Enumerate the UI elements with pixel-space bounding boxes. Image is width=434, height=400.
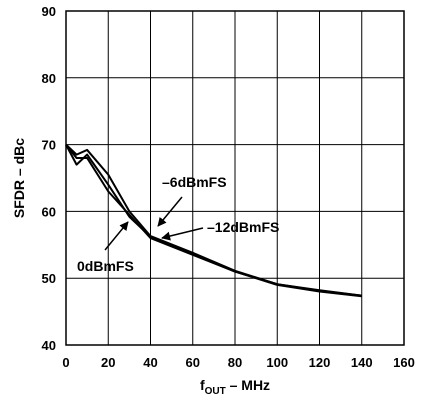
y-tick-label: 70 bbox=[42, 138, 56, 153]
x-axis-label-rest: – MHz bbox=[226, 377, 270, 393]
plot-frame bbox=[65, 10, 405, 346]
series-lines bbox=[65, 143, 362, 298]
x-tick-label: 0 bbox=[62, 355, 69, 370]
y-tick-label: 80 bbox=[42, 71, 56, 86]
annotation-label: –12dBmFS bbox=[207, 219, 279, 235]
y-tick-label: 50 bbox=[42, 271, 56, 286]
annotation-arrow bbox=[157, 196, 183, 227]
annotation-arrow bbox=[104, 221, 129, 251]
x-tick-label: 120 bbox=[309, 355, 331, 370]
grid-lines bbox=[65, 10, 405, 346]
annotation-label: 0dBmFS bbox=[77, 258, 134, 274]
annotation-arrow bbox=[161, 227, 204, 241]
x-tick-label: 140 bbox=[351, 355, 373, 370]
x-tick-label: 60 bbox=[186, 355, 200, 370]
y-tick-label: 60 bbox=[42, 204, 56, 219]
tick-labels: 0 20 40 60 80 100 120 140 160 40 50 60 70 80 90 bbox=[42, 4, 415, 370]
x-tick-label: 20 bbox=[101, 355, 115, 370]
x-axis-label: fOUT – MHz bbox=[200, 377, 270, 397]
x-tick-label: 100 bbox=[266, 355, 288, 370]
series-line bbox=[65, 143, 362, 297]
y-axis-label: SFDR – dBc bbox=[11, 138, 27, 218]
annotation-label: –6dBmFS bbox=[162, 174, 227, 190]
x-tick-label: 160 bbox=[393, 355, 415, 370]
x-tick-label: 40 bbox=[143, 355, 157, 370]
y-tick-label: 90 bbox=[42, 4, 56, 19]
x-axis-label-sub: OUT bbox=[205, 386, 226, 397]
annotations: –6dBmFS –12dBmFS 0dBmFS bbox=[77, 174, 279, 274]
x-axis-label-main: f bbox=[200, 377, 205, 393]
x-tick-label: 80 bbox=[228, 355, 242, 370]
y-tick-label: 40 bbox=[42, 338, 56, 353]
